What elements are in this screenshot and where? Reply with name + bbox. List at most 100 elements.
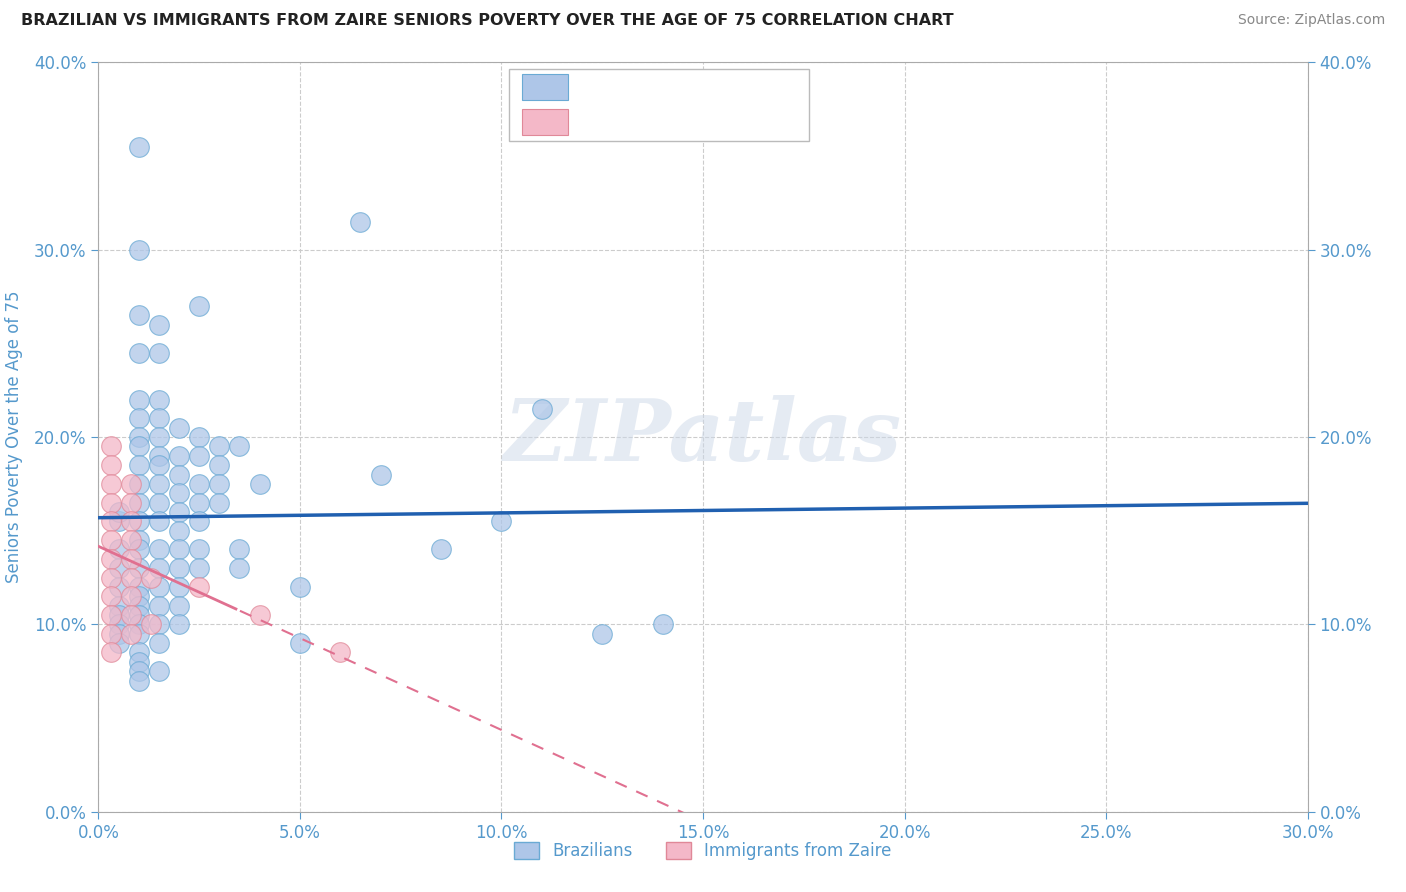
Point <box>128 673 150 688</box>
Point <box>100 533 122 547</box>
Point <box>651 617 673 632</box>
Point <box>100 514 122 528</box>
Point <box>167 467 190 482</box>
Point <box>139 617 162 632</box>
Text: R =  0.012   N = 89: R = 0.012 N = 89 <box>583 78 754 96</box>
Point <box>128 139 150 153</box>
Point <box>120 551 142 566</box>
Point <box>128 514 150 528</box>
Point <box>167 421 190 435</box>
Point <box>128 496 150 510</box>
Point <box>107 505 129 519</box>
Point <box>107 636 129 650</box>
Point <box>128 655 150 669</box>
Point <box>128 626 150 640</box>
Point <box>188 476 211 491</box>
Point <box>288 580 311 594</box>
Point <box>188 496 211 510</box>
Legend: Brazilians, Immigrants from Zaire: Brazilians, Immigrants from Zaire <box>508 836 898 867</box>
Point <box>148 617 170 632</box>
Point <box>148 561 170 575</box>
Point <box>188 580 211 594</box>
Point <box>128 533 150 547</box>
Point <box>148 542 170 557</box>
Point <box>167 599 190 613</box>
Point <box>148 496 170 510</box>
Point <box>100 476 122 491</box>
Point <box>249 476 271 491</box>
Point <box>228 440 250 453</box>
Point <box>167 617 190 632</box>
Point <box>370 467 392 482</box>
Point <box>128 599 150 613</box>
Point <box>148 345 170 359</box>
Text: Source: ZipAtlas.com: Source: ZipAtlas.com <box>1237 13 1385 28</box>
Point <box>120 476 142 491</box>
Point <box>148 318 170 332</box>
Point <box>249 608 271 623</box>
Point <box>128 411 150 425</box>
FancyBboxPatch shape <box>509 70 810 141</box>
Point <box>107 514 129 528</box>
Bar <box>522 110 568 136</box>
Point <box>228 542 250 557</box>
Point <box>188 514 211 528</box>
Point <box>107 542 129 557</box>
Point <box>120 533 142 547</box>
Point <box>167 524 190 538</box>
Point <box>430 542 453 557</box>
Point <box>148 664 170 679</box>
Point <box>188 542 211 557</box>
Point <box>100 551 122 566</box>
Point <box>100 458 122 473</box>
Point <box>128 476 150 491</box>
Point <box>128 617 150 632</box>
Point <box>530 401 553 416</box>
Text: ZIPatlas: ZIPatlas <box>503 395 903 479</box>
Bar <box>522 75 568 100</box>
Point <box>148 514 170 528</box>
Point <box>107 626 129 640</box>
Point <box>128 440 150 453</box>
Point <box>120 496 142 510</box>
Point <box>100 440 122 453</box>
Point <box>128 345 150 359</box>
Point <box>100 608 122 623</box>
Point <box>100 646 122 660</box>
Point <box>188 449 211 463</box>
Point <box>120 626 142 640</box>
Point <box>167 449 190 463</box>
Point <box>148 476 170 491</box>
Point <box>329 646 352 660</box>
Point <box>148 458 170 473</box>
Text: BRAZILIAN VS IMMIGRANTS FROM ZAIRE SENIORS POVERTY OVER THE AGE OF 75 CORRELATIO: BRAZILIAN VS IMMIGRANTS FROM ZAIRE SENIO… <box>21 13 953 29</box>
Point <box>188 299 211 313</box>
Point <box>107 561 129 575</box>
Point <box>491 514 513 528</box>
Point <box>128 458 150 473</box>
Point <box>148 449 170 463</box>
Point <box>148 411 170 425</box>
Point <box>128 392 150 407</box>
Point <box>100 626 122 640</box>
Point <box>167 580 190 594</box>
Point <box>120 590 142 604</box>
Point <box>167 561 190 575</box>
Point <box>288 636 311 650</box>
Point <box>128 542 150 557</box>
Point <box>188 561 211 575</box>
Point <box>148 636 170 650</box>
Point <box>128 580 150 594</box>
Point <box>128 590 150 604</box>
Point <box>167 486 190 500</box>
Point <box>148 580 170 594</box>
Point <box>107 617 129 632</box>
Point <box>228 561 250 575</box>
Point <box>128 561 150 575</box>
Point <box>208 496 231 510</box>
Point <box>120 608 142 623</box>
Point <box>148 392 170 407</box>
Point <box>128 430 150 444</box>
Point <box>188 430 211 444</box>
Point <box>100 590 122 604</box>
